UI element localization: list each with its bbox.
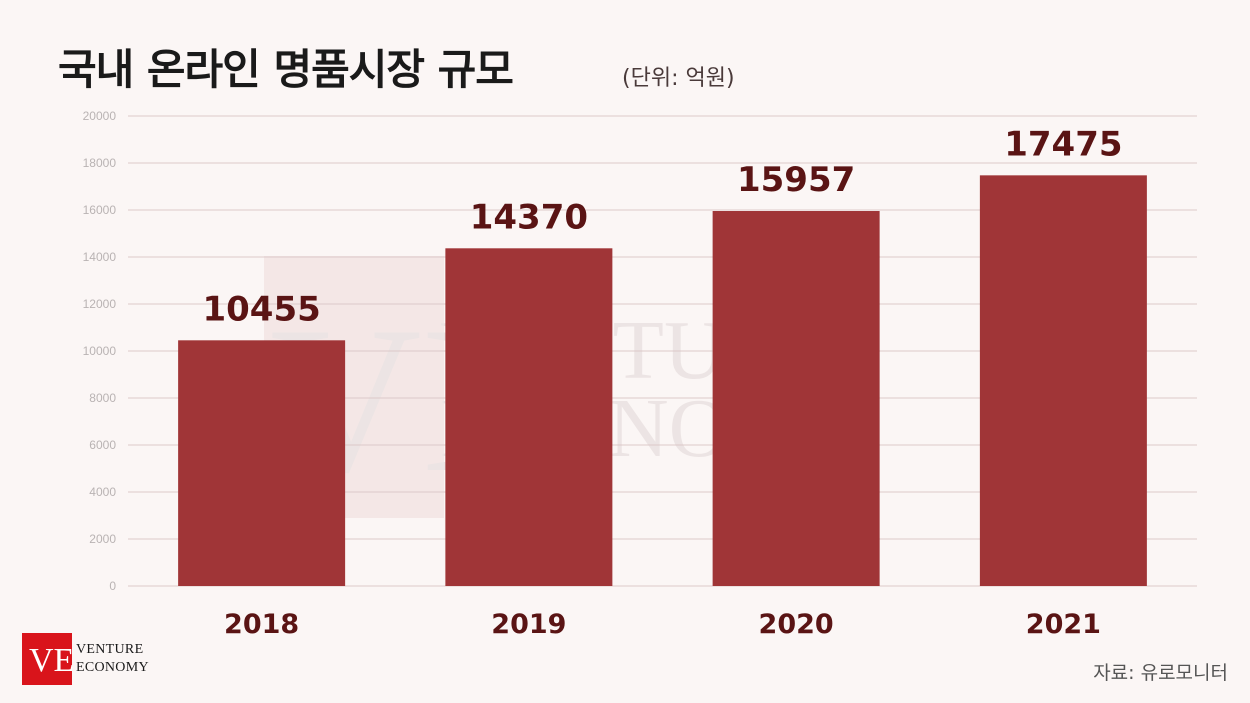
bar-2020 (712, 211, 880, 586)
x-tick-label: 2020 (759, 609, 834, 640)
x-tick-label: 2021 (1026, 609, 1101, 640)
data-label: 15957 (737, 160, 855, 200)
logo-line2: ECONOMY (76, 660, 149, 675)
logo-line1: VENTURE (76, 642, 144, 657)
x-tick-label: 2018 (224, 609, 299, 640)
y-axis-ticks: 0 2000 4000 6000 8000 10000 12000 14000 16000 180… (83, 109, 117, 593)
y-tick-label: 12000 (83, 297, 117, 311)
y-tick-label: 18000 (83, 156, 117, 170)
y-tick-label: 16000 (83, 203, 117, 217)
y-tick-label: 8000 (89, 391, 116, 405)
y-tick-label: 4000 (89, 485, 116, 499)
y-tick-label: 6000 (89, 438, 116, 452)
chart-title: 국내 온라인 명품시장 규모 (58, 45, 514, 94)
data-label: 14370 (470, 197, 588, 237)
y-tick-label: 0 (109, 579, 116, 593)
bar-2019 (445, 248, 613, 586)
x-axis-ticks: 2018 2019 2020 2021 (224, 609, 1101, 640)
svg-text:VE: VE (29, 642, 72, 679)
bar-2018 (178, 340, 346, 586)
data-label: 10455 (202, 289, 320, 329)
bars (178, 175, 1147, 586)
y-tick-label: 20000 (83, 109, 117, 123)
y-tick-label: 2000 (89, 532, 116, 546)
bar-2021 (979, 175, 1147, 586)
y-tick-label: 14000 (83, 250, 117, 264)
data-label: 17475 (1004, 124, 1122, 164)
y-tick-label: 10000 (83, 344, 117, 358)
data-labels: 10455 14370 15957 17475 (202, 124, 1122, 329)
unit-label: (단위: 억원) (622, 66, 735, 91)
x-tick-label: 2019 (491, 609, 566, 640)
logo-text: VENTURE ECONOMY (76, 641, 149, 677)
logo-icon: VE (22, 633, 74, 685)
source-note: 자료: 유로모니터 (1093, 662, 1228, 684)
